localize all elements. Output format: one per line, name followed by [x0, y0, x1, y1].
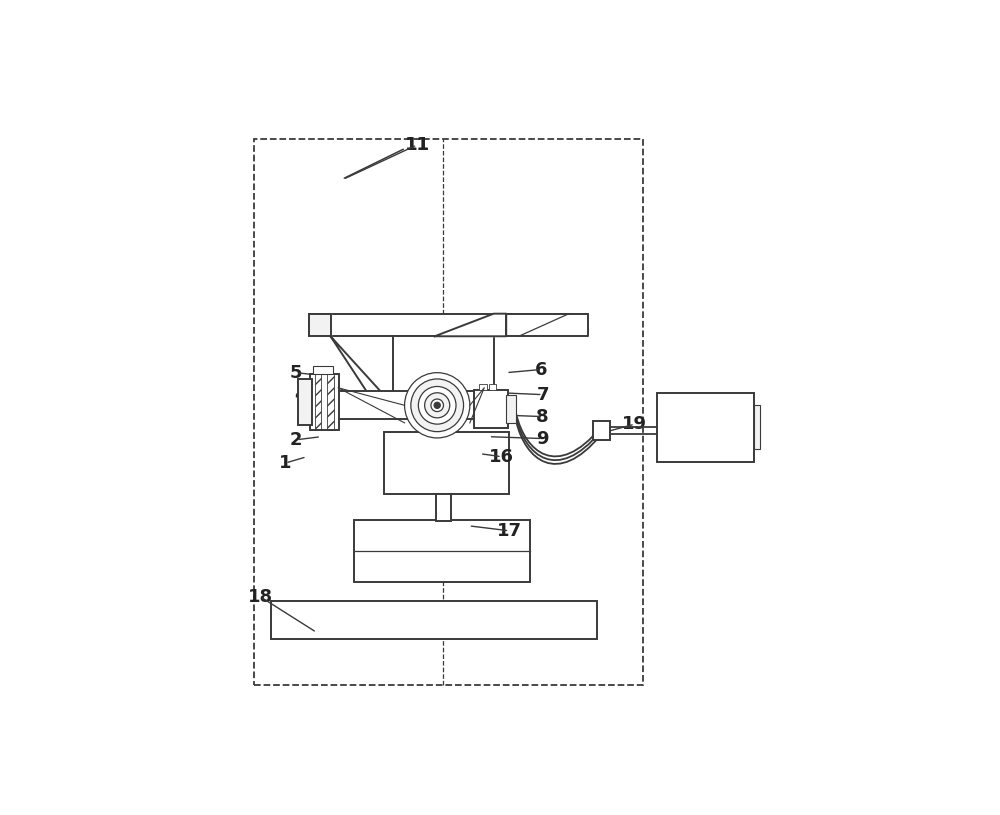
Bar	[254, 139, 643, 685]
Text: 5: 5	[290, 363, 302, 381]
Circle shape	[418, 386, 456, 424]
Bar	[327, 374, 334, 430]
Text: 8: 8	[536, 408, 549, 425]
Text: 17: 17	[497, 522, 522, 540]
Circle shape	[405, 372, 470, 438]
Bar	[506, 395, 516, 423]
Polygon shape	[435, 314, 506, 337]
Text: 3: 3	[296, 408, 309, 425]
Bar	[354, 519, 530, 582]
Text: 18: 18	[248, 588, 273, 606]
Text: 20: 20	[688, 415, 713, 433]
Bar	[309, 315, 588, 337]
Text: 2: 2	[290, 431, 302, 449]
Text: 11: 11	[405, 136, 430, 154]
Text: 7: 7	[536, 385, 549, 403]
Text: 19: 19	[622, 415, 647, 433]
Bar	[479, 384, 487, 390]
Circle shape	[425, 393, 450, 418]
Bar	[754, 405, 760, 449]
Bar	[336, 391, 502, 419]
Bar	[298, 379, 312, 425]
Circle shape	[411, 379, 464, 432]
Text: 16: 16	[489, 447, 514, 465]
Bar	[315, 374, 321, 430]
Circle shape	[431, 399, 443, 412]
Text: 9: 9	[536, 430, 549, 447]
Polygon shape	[506, 314, 588, 337]
Bar	[593, 421, 610, 440]
Bar	[657, 393, 754, 462]
Bar	[489, 384, 496, 390]
Text: 6: 6	[534, 360, 547, 378]
Bar	[474, 390, 508, 428]
Text: 1: 1	[279, 454, 292, 472]
Bar	[436, 495, 451, 522]
Bar	[271, 601, 597, 639]
Text: 4: 4	[294, 385, 307, 403]
Bar	[384, 432, 509, 495]
Bar	[313, 367, 333, 374]
Polygon shape	[331, 337, 393, 405]
Circle shape	[434, 402, 440, 408]
Polygon shape	[309, 315, 331, 337]
Text: 11: 11	[405, 136, 430, 154]
Bar	[310, 374, 339, 430]
Bar	[393, 337, 494, 405]
